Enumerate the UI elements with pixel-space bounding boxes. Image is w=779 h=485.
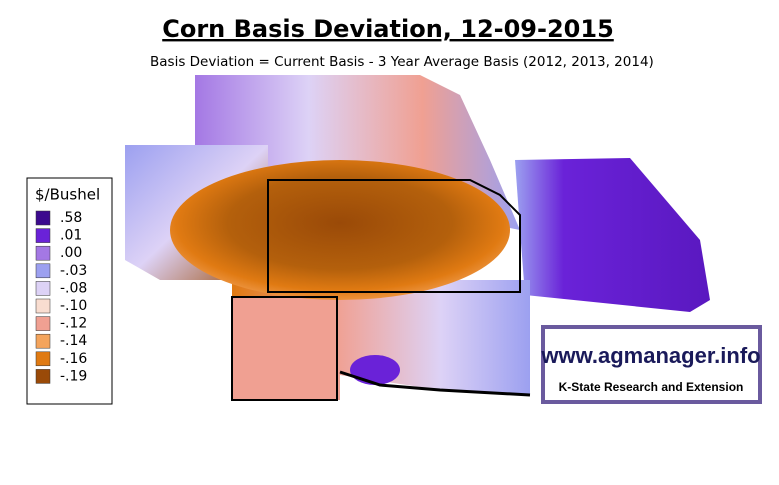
legend-label: -.12	[60, 316, 87, 332]
low-spot	[350, 355, 400, 385]
legend-swatch	[35, 245, 51, 261]
map-title: Corn Basis Deviation, 12-09-2015	[162, 15, 614, 43]
legend-label: -.08	[60, 280, 87, 296]
legend-title: $/Bushel	[35, 186, 100, 204]
missouri-region	[515, 158, 710, 312]
legend-swatch	[35, 351, 51, 367]
kansas-core	[170, 160, 510, 300]
map-subtitle: Basis Deviation = Current Basis - 3 Year…	[150, 54, 654, 70]
legend-label: .01	[60, 228, 82, 244]
legend-swatch	[35, 316, 51, 331]
logo-box	[541, 325, 762, 404]
red-river	[339, 370, 531, 397]
texas-region	[232, 297, 340, 400]
logo-url: www.agmanager.info	[540, 343, 760, 368]
legend-label: -.14	[60, 333, 87, 349]
legend-label: -.16	[60, 351, 87, 367]
legend-label: -.03	[60, 263, 87, 279]
legend-label: -.10	[60, 298, 87, 314]
kansas-border	[267, 179, 521, 293]
legend-swatch	[35, 210, 51, 226]
legend: $/Bushel .58 .01.00 -.03-.08 -.10 -.12-.14 -.…	[26, 177, 113, 405]
panhandle-border	[231, 296, 338, 401]
legend-label: .58	[60, 210, 82, 226]
legend-swatch	[35, 263, 51, 279]
legend-label: -.19	[60, 368, 87, 384]
legend-label: .00	[60, 245, 82, 261]
legend-swatch	[35, 333, 51, 349]
legend-swatch	[35, 281, 51, 296]
logo-org: K-State Research and Extension	[559, 380, 744, 394]
legend-swatch	[35, 369, 51, 384]
legend-swatch	[35, 228, 51, 243]
legend-swatch	[35, 298, 51, 314]
